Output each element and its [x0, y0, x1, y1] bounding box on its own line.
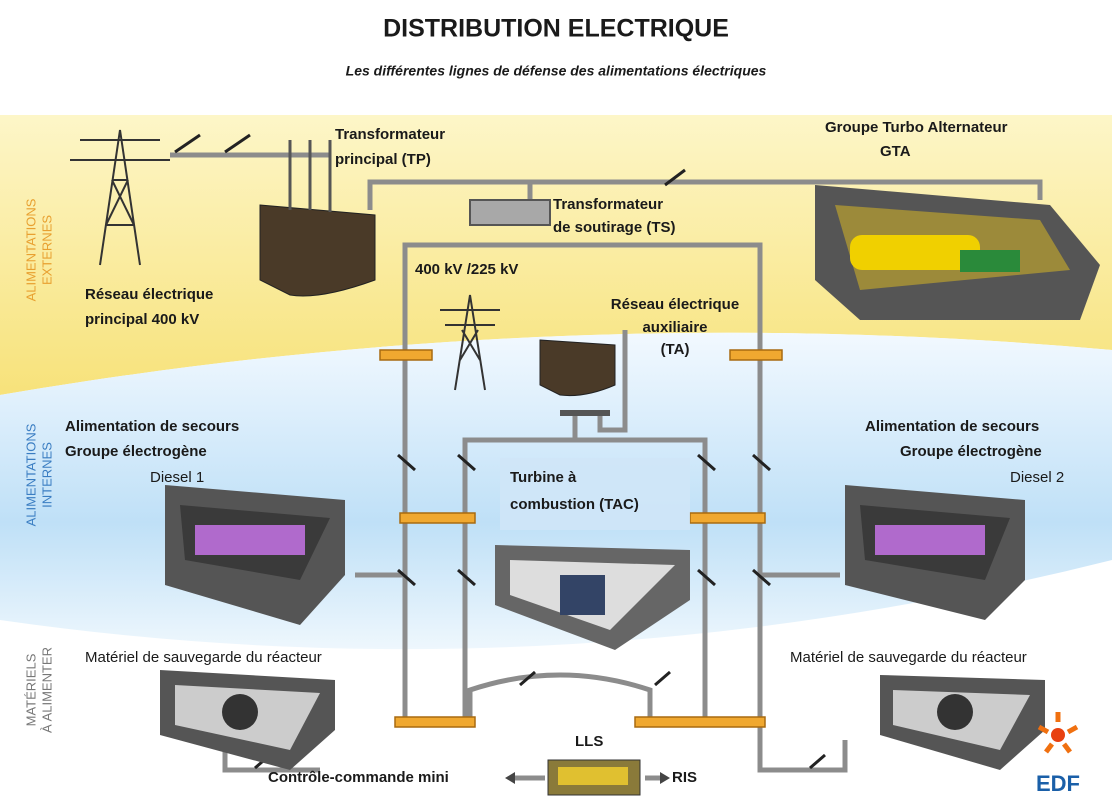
label: Matériel de sauvegarde du réacteur — [85, 649, 322, 666]
zone-label: À ALIMENTER — [39, 647, 54, 733]
zone-label: ALIMENTATIONS — [23, 423, 38, 526]
zone-label: EXTERNES — [39, 215, 54, 285]
label: de soutirage (TS) — [553, 219, 676, 236]
subtitle: Les différentes lignes de défense des al… — [346, 63, 767, 79]
label: Réseau électrique — [611, 296, 739, 313]
label: Contrôle-commande mini — [268, 769, 449, 786]
label: auxiliaire — [642, 319, 707, 336]
transformer — [540, 340, 615, 396]
label: Alimentation de secours — [865, 418, 1039, 435]
label: Alimentation de secours — [65, 418, 239, 435]
transformer — [260, 205, 375, 296]
label: 400 kV /225 kV — [415, 261, 518, 278]
ts-box — [470, 200, 550, 225]
label: RIS — [672, 769, 697, 786]
title: DISTRIBUTION ELECTRIQUE — [383, 15, 729, 43]
label: (TA) — [661, 341, 690, 358]
zone-label: INTERNES — [39, 442, 54, 508]
label: Groupe Turbo Alternateur — [825, 119, 1008, 136]
label: principal (TP) — [335, 151, 431, 168]
reactor-room — [160, 670, 1045, 770]
label: Réseau électrique — [85, 286, 213, 303]
label: LLS — [575, 733, 603, 750]
label: GTA — [880, 143, 911, 160]
zone-label: MATÉRIELS — [23, 653, 38, 726]
lls — [548, 760, 640, 795]
label: Diesel 1 — [150, 469, 204, 486]
label: combustion (TAC) — [510, 496, 639, 513]
label: Turbine à — [510, 469, 577, 486]
diagram: DISTRIBUTION ELECTRIQUE Les différentes … — [0, 0, 1112, 805]
label: principal 400 kV — [85, 311, 199, 328]
label: Transformateur — [553, 196, 663, 213]
label: Groupe électrogène — [65, 443, 207, 460]
label: Matériel de sauvegarde du réacteur — [790, 649, 1027, 666]
ta-bus — [560, 410, 610, 416]
label: Diesel 2 — [1010, 469, 1064, 486]
zone-labels: ALIMENTATIONS EXTERNES ALIMENTATIONS INT… — [23, 198, 54, 733]
label: Groupe électrogène — [900, 443, 1042, 460]
zone-label: ALIMENTATIONS — [23, 198, 38, 301]
logo: EDF — [1036, 771, 1080, 796]
label: Transformateur — [335, 126, 445, 143]
